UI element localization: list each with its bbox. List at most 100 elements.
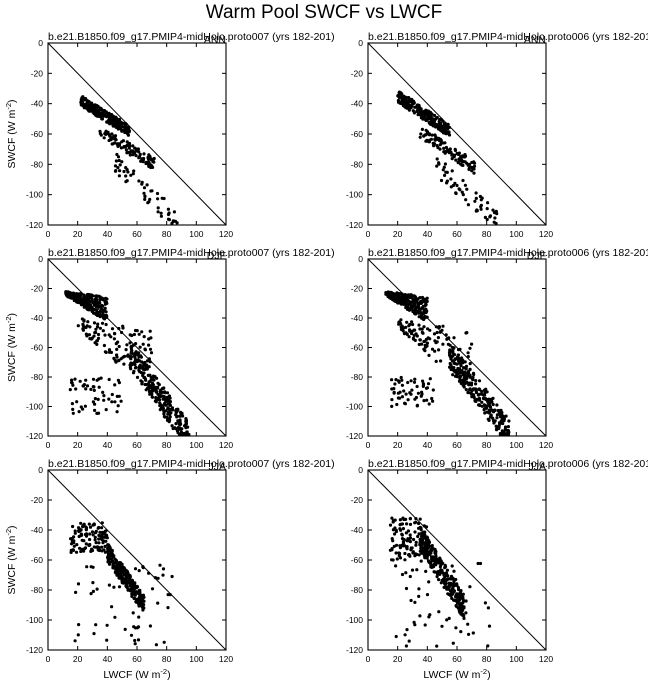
data-point [432,144,436,148]
data-point [418,338,422,342]
data-point [404,531,408,535]
data-point [445,618,449,622]
data-point [407,335,411,339]
data-point [76,324,80,328]
data-point [448,353,452,357]
data-point [447,616,451,621]
data-point [118,119,122,124]
data-point [92,632,96,636]
data-point [142,152,146,156]
data-point [466,390,470,394]
data-point [131,149,135,153]
data-point [449,185,453,189]
data-point [415,309,419,314]
data-point [456,593,460,597]
data-point [414,105,418,109]
data-point [165,398,169,402]
data-point [417,107,421,111]
data-point [455,583,459,588]
data-point [451,641,455,645]
data-point [437,610,441,614]
data-point [115,119,119,123]
data-point [406,529,410,533]
data-point [397,96,402,100]
season-label: ANN [204,34,226,46]
data-point [417,532,421,536]
data-point [87,109,91,113]
x-tick-label: 0 [366,654,371,664]
reference-line [47,42,227,226]
data-point [145,183,149,187]
data-point [78,546,82,550]
data-point [72,544,76,548]
reference-line [367,469,547,651]
data-point [452,369,456,373]
data-point [422,317,426,322]
data-point [414,520,418,524]
data-point [470,395,474,399]
data-point [69,550,73,555]
data-point [503,425,508,429]
data-point [97,294,101,298]
reference-line [47,469,227,651]
data-point [424,541,428,545]
data-point [113,615,117,619]
data-point [125,583,129,587]
data-point [499,415,503,419]
data-point [134,342,138,346]
data-point [83,305,87,309]
data-point [167,410,171,414]
data-point [415,384,419,389]
data-point [408,517,412,521]
data-point [73,639,77,643]
data-point [472,372,476,377]
data-point [88,337,92,341]
data-point [115,394,119,398]
data-point [98,297,102,301]
data-point [69,542,74,546]
data-point [85,533,89,537]
data-point [454,158,458,162]
data-point [103,306,107,310]
data-point [418,517,422,521]
data-point [150,587,155,591]
data-point [439,581,443,585]
data-point [417,342,421,347]
data-point [449,177,453,181]
data-point [104,310,108,314]
data-point [455,601,460,605]
data-point [486,606,490,610]
data-point [400,383,404,387]
data-point [477,379,482,383]
data-point [93,535,97,539]
data-point [425,138,429,142]
chart-panel-4: 0 20 40 60 80 100 120 0 -20 -40 -60 -80 -100 -120 b.e2… [346,247,648,450]
data-point [423,349,427,353]
data-point [460,190,464,194]
x-tick-label: 20 [393,654,403,664]
data-point [100,113,105,117]
data-point [421,117,425,121]
data-point [427,402,431,406]
data-point [124,568,128,572]
data-point [76,297,81,302]
data-point [405,320,409,324]
data-point [64,290,68,294]
data-point [84,527,88,531]
data-point [133,150,137,155]
reference-line [367,42,547,226]
data-point [147,337,151,341]
data-point [124,174,128,178]
data-point [179,422,183,426]
data-point [418,549,422,553]
data-point [467,167,471,171]
data-point [487,624,492,628]
data-point [96,397,100,401]
data-point [110,605,114,609]
data-point [113,383,117,387]
data-point [486,397,490,401]
data-point [131,144,135,148]
data-point [159,211,163,215]
data-point [421,383,426,387]
data-point [424,298,428,303]
